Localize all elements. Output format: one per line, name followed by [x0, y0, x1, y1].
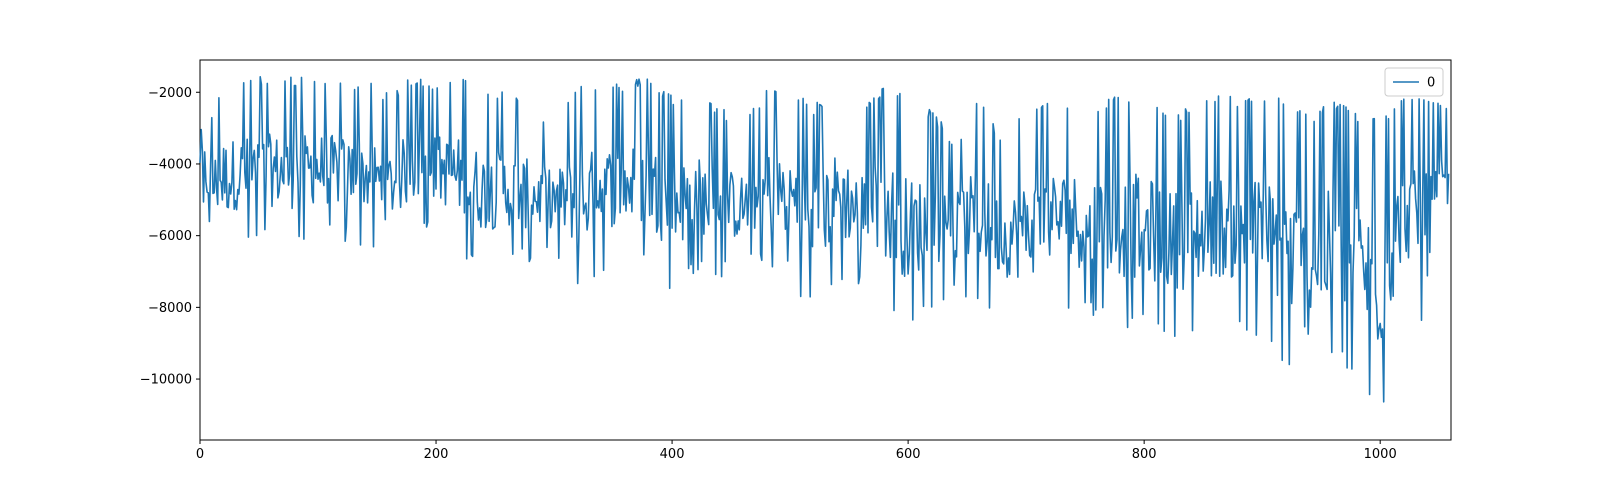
y-tick-label: −6000: [148, 229, 192, 244]
y-tick-label: −2000: [148, 86, 192, 101]
x-tick-label: 800: [1132, 447, 1157, 462]
y-tick-label: −10000: [140, 373, 192, 388]
x-tick-label: 400: [660, 447, 685, 462]
x-tick-label: 0: [196, 447, 204, 462]
plot-frame: [199, 59, 1452, 441]
series-line-0: [199, 76, 1450, 403]
x-tick-label: 1000: [1364, 447, 1397, 462]
x-tick-label: 600: [896, 447, 921, 462]
y-tick-label: −8000: [148, 301, 192, 316]
legend-label: 0: [1427, 76, 1435, 91]
x-tick-label: 200: [424, 447, 449, 462]
y-tick-label: −4000: [148, 157, 192, 172]
